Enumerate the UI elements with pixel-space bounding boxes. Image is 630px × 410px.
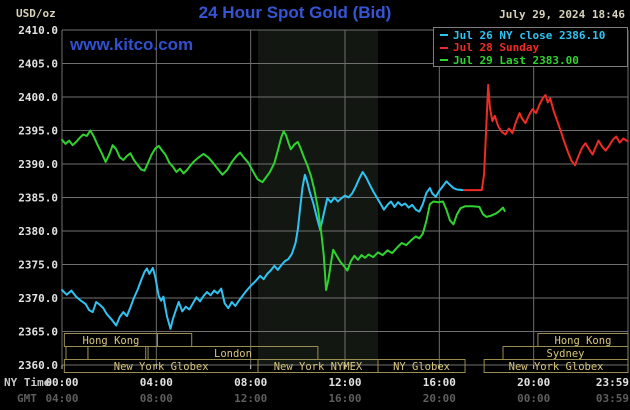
x-axis-label-ny: 00:00 (45, 376, 78, 389)
session-label: London (214, 348, 252, 360)
x-axis-label-gmt: 04:00 (45, 392, 78, 405)
series-line-jul28 (463, 83, 629, 192)
x-axis-label-ny: 04:00 (140, 376, 173, 389)
legend-dash-cyan-icon (440, 34, 448, 37)
legend-item-jul26: Jul 26 NY close 2386.10 (440, 29, 627, 42)
x-axis-label-gmt: 08:00 (140, 392, 173, 405)
y-axis-label: 2360.0 (18, 359, 58, 372)
gmt-axis-label: GMT (17, 392, 37, 405)
y-axis-label: 2405.0 (18, 58, 58, 71)
session-label: Sydney (547, 348, 585, 360)
x-axis-label-gmt: 00:00 (517, 392, 550, 405)
x-axis-label-ny: 16:00 (423, 376, 456, 389)
y-axis-label: 2375.0 (18, 259, 58, 272)
y-axis-label: 2395.0 (18, 125, 58, 138)
kitco-watermark-link[interactable]: www.kitco.com (70, 35, 194, 54)
legend-box: Jul 26 NY close 2386.10 Jul 28 Sunday Ju… (433, 27, 628, 67)
y-axis-label: 2380.0 (18, 225, 58, 238)
session-box-new-york-globex (483, 359, 629, 373)
y-axis-label: 2370.0 (18, 292, 58, 305)
x-axis-label-ny: 08:00 (234, 376, 267, 389)
x-axis-label-ny: 12:00 (328, 376, 361, 389)
session-box-ny-globex (377, 359, 466, 373)
chart-datetime: July 29, 2024 18:46 (499, 8, 625, 21)
series-line-jul26 (61, 171, 464, 330)
legend-label: Jul 26 NY close 2386.10 (453, 28, 606, 42)
legend-item-jul28: Jul 28 Sunday (440, 41, 627, 55)
x-axis-label-ny: 23:59 (596, 376, 629, 389)
series-line-jul29 (61, 129, 506, 291)
session-label: New York Globex (114, 361, 209, 373)
legend-label: Jul 28 Sunday (453, 41, 540, 55)
x-axis-label-gmt: 16:00 (328, 392, 361, 405)
y-axis-label: 2385.0 (18, 192, 58, 205)
page-title: 24 Hour Spot Gold (Bid) (198, 3, 392, 22)
legend-dash-green-icon (440, 59, 448, 62)
y-axis-label: 2390.0 (18, 158, 58, 171)
x-axis-label-ny: 20:00 (517, 376, 550, 389)
y-axis-label: 2365.0 (18, 326, 58, 339)
legend-item-jul29: Jul 29 Last 2383.00 (440, 54, 627, 67)
x-axis-label-gmt: 03:59 (596, 392, 629, 405)
session-label: Hong Kong (82, 335, 139, 347)
legend-label: Jul 29 Last 2383.00 (453, 53, 579, 67)
session-label: New York Globex (509, 361, 604, 373)
x-axis-label-gmt: 20:00 (423, 392, 456, 405)
session-label: New York NYMEX (274, 361, 363, 373)
x-axis-label-gmt: 12:00 (234, 392, 267, 405)
y-axis-label: 2400.0 (18, 91, 58, 104)
unit-label: USD/oz (16, 7, 56, 20)
ny-time-axis-label: NY Time (4, 376, 51, 389)
session-label: Hong Kong (555, 335, 612, 347)
session-box-unlabeled (157, 333, 193, 347)
session-label: NY Globex (393, 361, 450, 373)
session-box-unlabeled (87, 346, 147, 360)
y-axis-label: 2410.0 (18, 24, 58, 37)
session-box-unlabeled (65, 346, 89, 360)
legend-dash-red-icon (440, 46, 448, 49)
